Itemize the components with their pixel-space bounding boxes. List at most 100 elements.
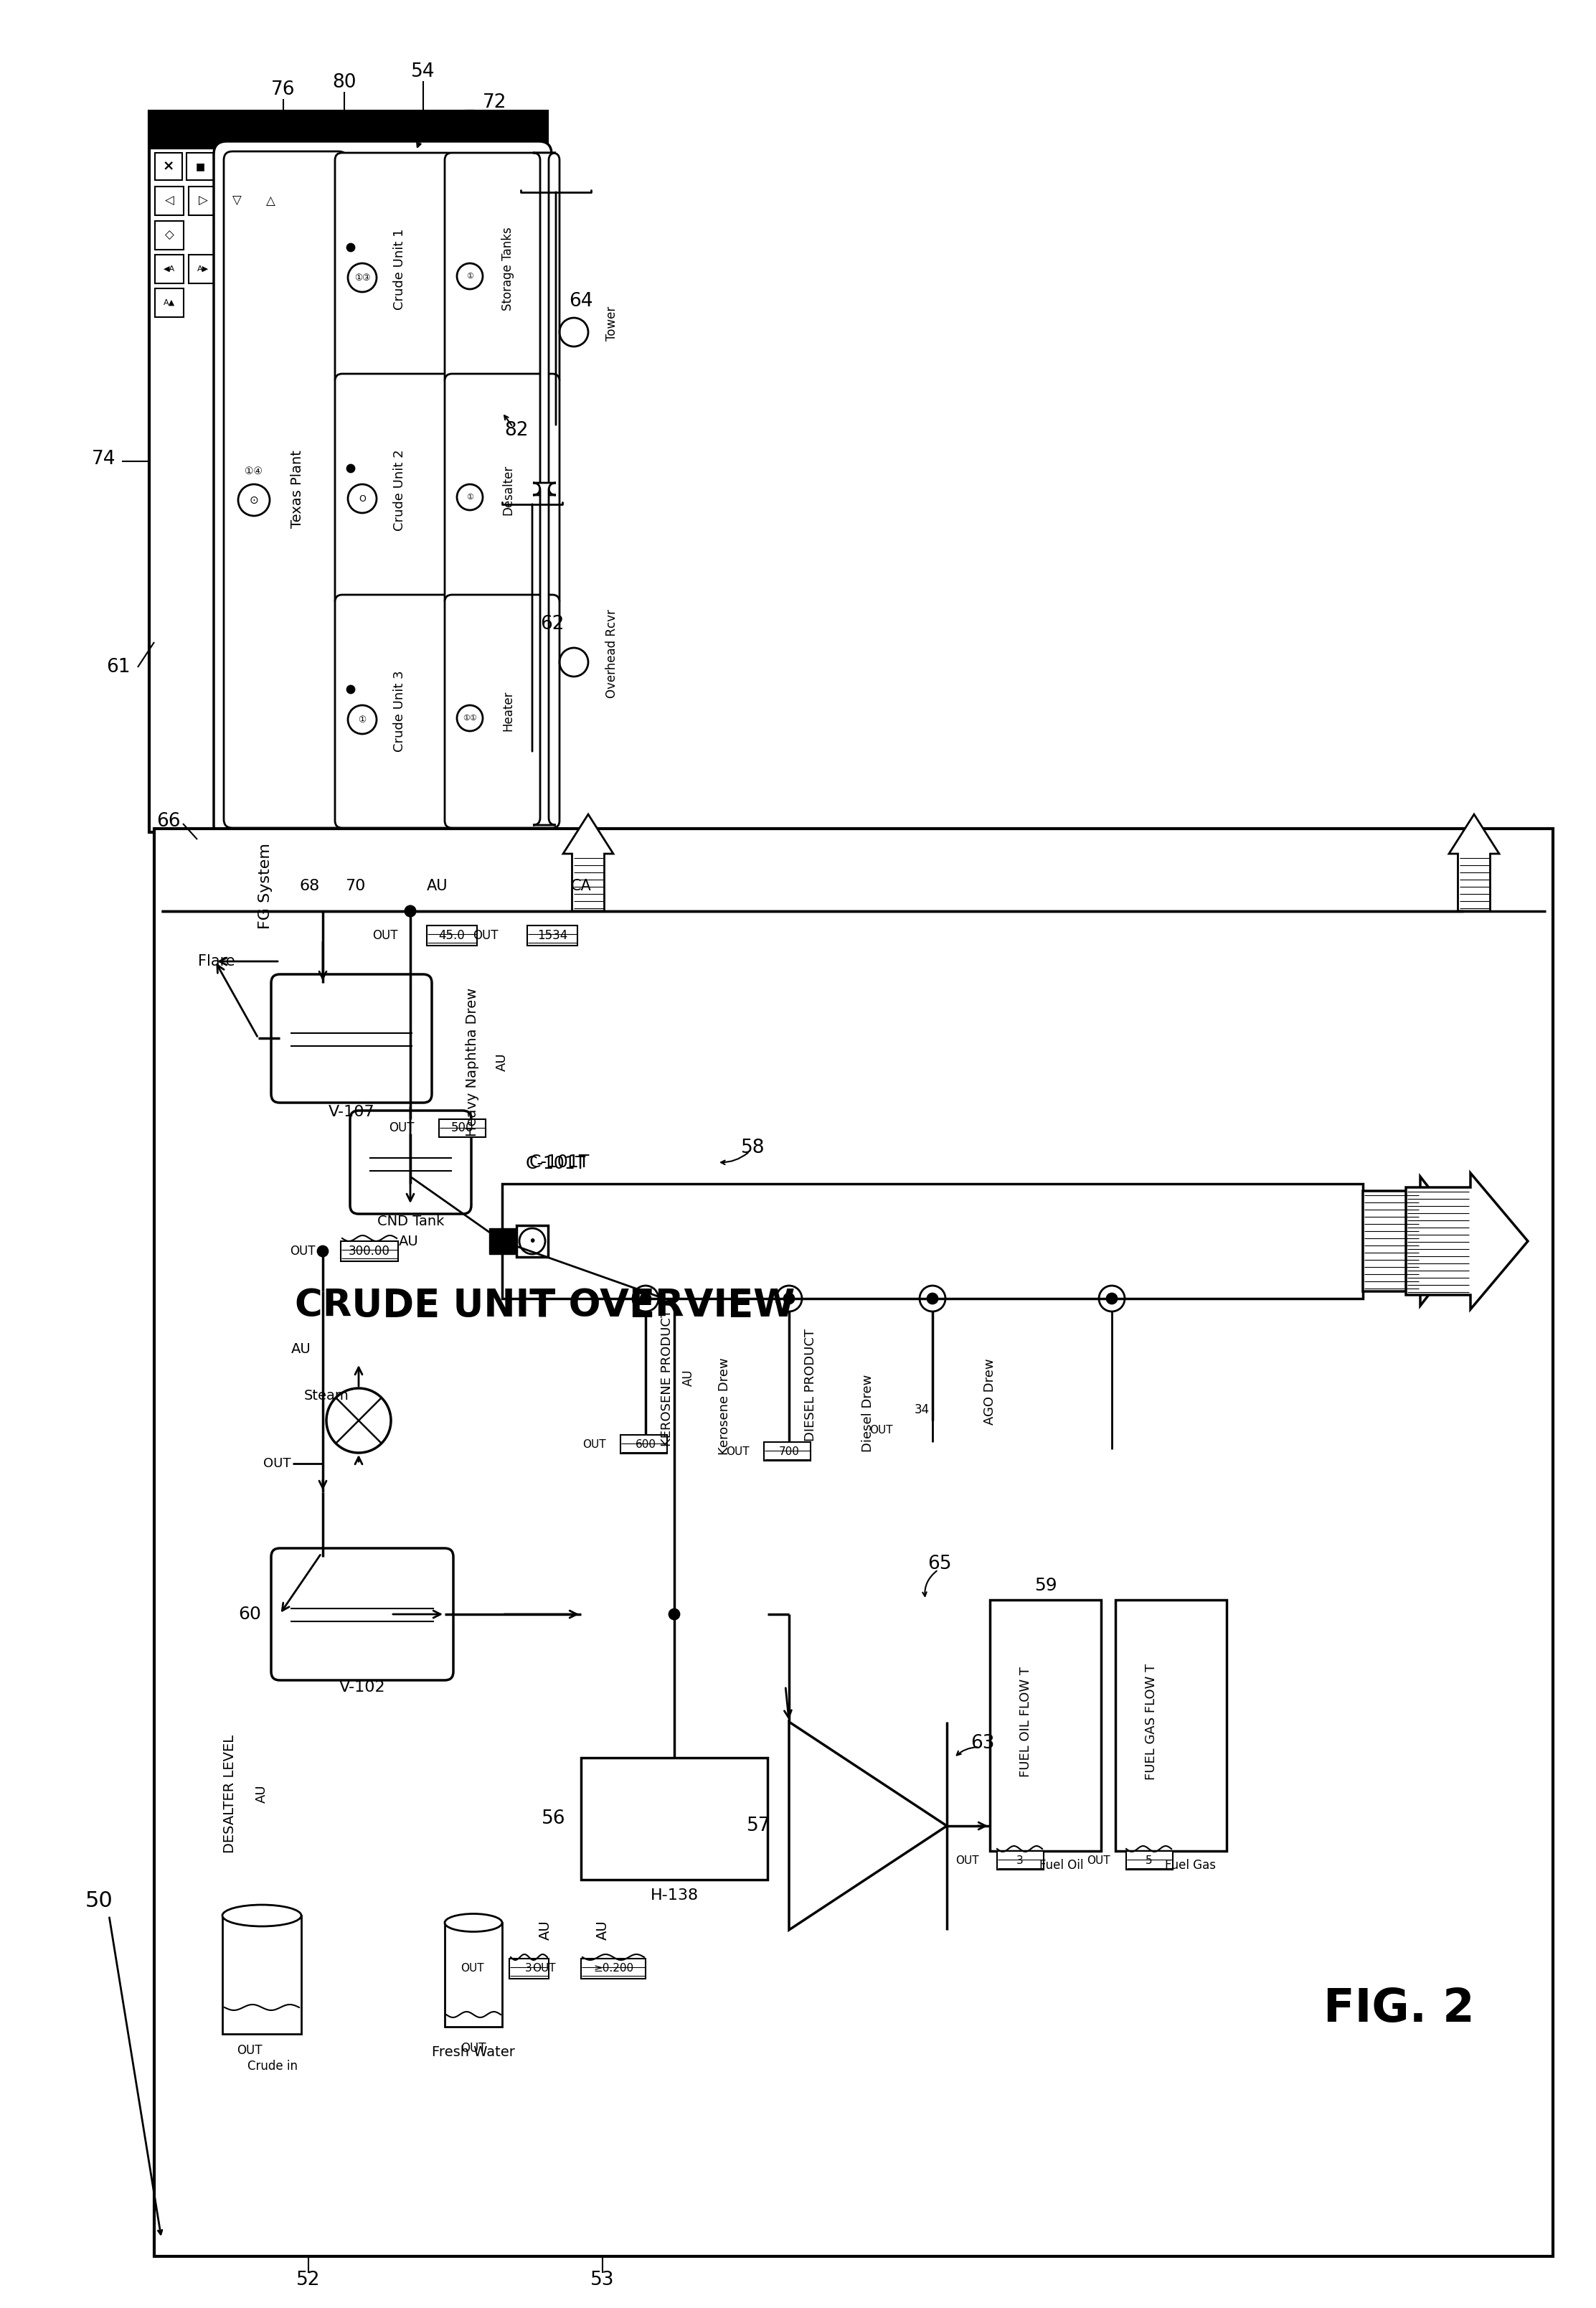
Text: 1534: 1534 [538,930,568,942]
Text: ×: × [163,159,174,173]
Bar [255,187,284,215]
Text: Storage Tanks: Storage Tanks [501,226,514,312]
Text: 61: 61 [107,658,131,676]
FancyBboxPatch shape [214,141,552,838]
Polygon shape [563,815,613,912]
Bar [517,1226,547,1258]
Text: 3: 3 [525,1964,531,1973]
Text: 50: 50 [85,1890,113,1911]
Text: OUT: OUT [583,1438,606,1449]
Text: OUT: OUT [461,1964,484,1973]
Text: 70: 70 [345,879,365,893]
Text: OUT: OUT [726,1447,750,1456]
Text: 64: 64 [570,293,594,312]
Text: 65: 65 [927,1556,951,1574]
Bar [998,1851,1044,1869]
Text: Fuel Gas: Fuel Gas [1165,1858,1216,1872]
Polygon shape [788,1722,946,1929]
Text: CRUDE UNIT OVERVIEW: CRUDE UNIT OVERVIEW [295,1288,795,1325]
Text: FUEL OIL FLOW T: FUEL OIL FLOW T [1020,1666,1033,1777]
Text: ①④: ①④ [244,466,263,475]
Text: AU: AU [681,1369,696,1387]
Text: Crude Unit 2: Crude Unit 2 [393,450,405,531]
Text: Crude Unit 3: Crude Unit 3 [393,669,405,752]
Text: 300.00: 300.00 [348,1244,389,1258]
Text: 500: 500 [452,1122,474,1133]
Text: Desalter: Desalter [501,464,514,515]
Polygon shape [1449,815,1499,912]
FancyBboxPatch shape [350,1110,471,1214]
Text: ①①: ①① [463,715,477,722]
Circle shape [348,464,354,473]
Text: CND Tank: CND Tank [377,1214,444,1228]
Text: 80: 80 [332,74,356,92]
Text: ①: ① [466,494,474,501]
Text: 34: 34 [915,1403,929,1417]
Text: 72: 72 [484,92,508,111]
Bar [509,1959,549,1978]
Bar [188,187,217,215]
Text: 63: 63 [970,1733,994,1752]
Bar [155,829,1553,2257]
Bar [340,1242,397,1260]
Text: Heavy Naphtha Drew: Heavy Naphtha Drew [464,988,479,1136]
Text: 54: 54 [412,62,436,81]
Text: 66: 66 [156,812,180,831]
Text: AU: AU [399,1235,418,1249]
Bar [1127,1851,1173,1869]
Text: A▶: A▶ [198,265,209,272]
Circle shape [318,1246,327,1256]
Text: Texas Plant: Texas Plant [290,450,303,529]
Text: ▷: ▷ [198,194,207,208]
Bar [426,926,477,946]
Text: ▽: ▽ [231,194,241,208]
Text: Steam: Steam [303,1389,350,1403]
Bar [503,1184,1363,1299]
Text: 5: 5 [1146,1856,1152,1865]
Bar [148,111,547,148]
Text: ◀A: ◀A [163,265,176,272]
Bar [187,152,214,180]
Bar [1116,1599,1227,1851]
Bar [188,254,217,284]
Text: 68: 68 [300,879,321,893]
Bar [445,1923,503,2026]
Bar [527,926,578,946]
Text: V-102: V-102 [338,1680,385,1694]
Text: C-101T: C-101T [530,1154,591,1170]
Text: AU: AU [496,1052,509,1071]
Text: FG System: FG System [259,842,273,930]
Circle shape [405,907,415,916]
Text: DESALTER LEVEL: DESALTER LEVEL [223,1733,236,1853]
FancyBboxPatch shape [335,374,455,607]
Bar [148,111,547,833]
Text: 3: 3 [1017,1856,1023,1865]
Text: ■: ■ [195,162,204,171]
Circle shape [405,907,415,916]
FancyBboxPatch shape [533,152,555,494]
Text: AU: AU [538,1920,552,1939]
Text: 62: 62 [541,614,565,632]
Text: AU: AU [595,1920,610,1939]
Text: KEROSENE PRODUCT: KEROSENE PRODUCT [661,1309,674,1447]
Circle shape [669,1609,680,1620]
Text: Crude Unit 1: Crude Unit 1 [393,228,405,309]
Circle shape [640,1292,651,1304]
FancyBboxPatch shape [335,595,455,829]
Text: Diesel Drew: Diesel Drew [862,1376,875,1452]
Text: 74: 74 [93,450,117,469]
Text: OUT: OUT [389,1122,415,1133]
FancyBboxPatch shape [445,374,560,607]
Text: △: △ [267,194,275,208]
Text: 59: 59 [1034,1576,1057,1595]
Text: ①③: ①③ [354,272,370,282]
Text: 57: 57 [747,1816,771,1835]
Text: FIG. 2: FIG. 2 [1323,1987,1475,2031]
Ellipse shape [445,1913,503,1932]
Text: A▲: A▲ [163,300,176,307]
Text: OUT: OUT [533,1964,555,1973]
Bar [155,152,182,180]
Text: ①: ① [358,715,365,725]
Text: C-101T: C-101T [525,1154,586,1172]
Bar [222,1916,302,2033]
